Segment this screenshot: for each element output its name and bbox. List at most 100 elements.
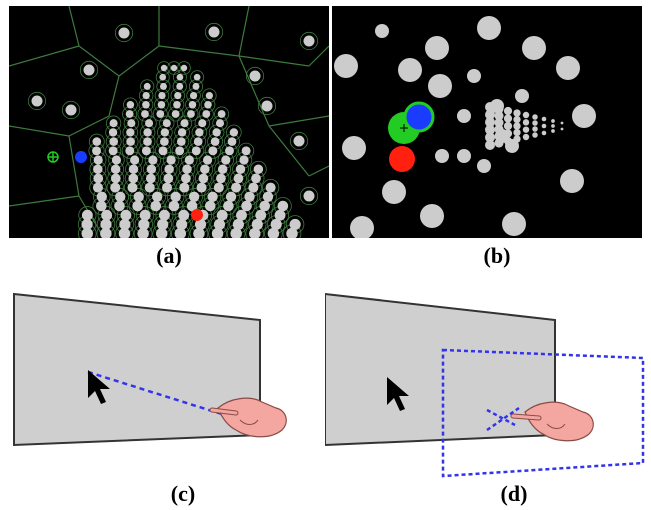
target-dot: [141, 110, 149, 118]
target-dot: [572, 104, 596, 128]
target-dot: [148, 155, 158, 165]
target-dot: [142, 101, 150, 109]
target-dot: [231, 182, 242, 193]
target-dot: [560, 169, 584, 193]
target-dot: [180, 64, 188, 72]
pointing-ray: [87, 370, 229, 418]
target-dot: [180, 119, 189, 128]
target-dot: [485, 140, 495, 150]
target-dot: [204, 200, 216, 212]
voronoi-cell: [114, 23, 134, 43]
cursor-plane-dashed: [441, 348, 645, 478]
target-dot: [515, 89, 529, 103]
panel-d-label: (d): [500, 481, 528, 506]
voronoi-cell: [177, 61, 191, 75]
target-dot: [232, 218, 244, 230]
target-dot: [286, 227, 298, 238]
target-dot: [173, 101, 181, 109]
target-dot: [334, 54, 358, 78]
target-dot: [200, 164, 210, 174]
target-dot: [248, 182, 259, 193]
target-dot: [207, 191, 218, 202]
target-dot: [128, 173, 139, 184]
voronoi-edge: [78, 45, 120, 77]
panel-d-plane-pointing-sketch: [325, 292, 645, 478]
target-dot: [265, 182, 276, 193]
target-dot: [502, 212, 526, 236]
target-dot: [213, 218, 226, 230]
target-dot: [216, 173, 226, 184]
target-dot: [176, 137, 186, 146]
mouse-cursor-icon: [387, 377, 409, 411]
voronoi-edge: [238, 55, 270, 127]
target-dot: [133, 191, 144, 202]
target-dot: [211, 227, 224, 238]
target-dot: [249, 70, 261, 82]
target-dot: [428, 74, 452, 98]
voronoi-edge: [68, 135, 80, 197]
target-dot: [157, 218, 169, 230]
target-dot: [261, 100, 273, 112]
target-dot: [522, 111, 530, 119]
target-dot: [350, 216, 374, 238]
target-dot: [193, 137, 203, 146]
target-dot: [127, 182, 138, 193]
target-dot: [513, 115, 521, 124]
target-dot: [170, 191, 181, 202]
target-dot: [494, 111, 504, 121]
target-dot: [251, 218, 263, 230]
voronoi-cell: [257, 96, 277, 116]
target-dot: [155, 227, 168, 238]
target-dot: [303, 190, 315, 202]
target-dot: [115, 191, 126, 202]
voronoi-cell: [245, 66, 265, 86]
target-dot: [189, 91, 198, 100]
target-dot: [160, 137, 169, 146]
target-dot: [425, 36, 449, 60]
target-dot: [92, 146, 101, 156]
pointing-ray: [486, 408, 516, 427]
target-dot: [146, 164, 157, 174]
voronoi-cell: [204, 22, 224, 42]
display-screen: [325, 292, 556, 447]
target-dot: [188, 191, 200, 202]
target-dot: [181, 173, 191, 184]
target-dot: [274, 209, 286, 221]
target-dot: [532, 126, 538, 132]
target-dot: [435, 149, 449, 163]
target-dot: [162, 119, 171, 128]
target-dot: [175, 146, 185, 156]
target-dot: [139, 209, 151, 221]
target-dot: [375, 24, 389, 38]
target-dot: [485, 109, 495, 120]
target-dot: [477, 16, 501, 40]
target-dot: [163, 173, 174, 184]
target-dot: [532, 132, 538, 138]
distractor-target: [389, 146, 415, 172]
target-dot: [467, 69, 481, 83]
target-dot: [202, 155, 213, 165]
target-dot: [96, 191, 107, 202]
target-dot: [83, 64, 95, 76]
target-dot: [262, 191, 274, 202]
target-dot: [109, 137, 119, 146]
pointing-hand-icon: [209, 397, 287, 438]
target-dot: [110, 164, 121, 174]
target-dot: [118, 227, 131, 238]
voronoi-edge: [268, 115, 329, 127]
target-dot: [184, 155, 194, 165]
target-dot: [198, 173, 209, 184]
target-dot: [92, 182, 103, 193]
target-dot: [253, 164, 264, 174]
target-dot: [152, 191, 163, 202]
target-dot: [503, 121, 513, 131]
target-dot: [195, 128, 204, 137]
voronoi-edge: [268, 125, 310, 177]
target-dot: [110, 173, 121, 184]
target-dot: [158, 209, 170, 221]
voronoi-cell: [27, 91, 47, 111]
target-dot: [494, 138, 504, 148]
target-dot: [132, 200, 143, 212]
target-dot: [144, 182, 155, 193]
target-dot: [303, 35, 315, 47]
